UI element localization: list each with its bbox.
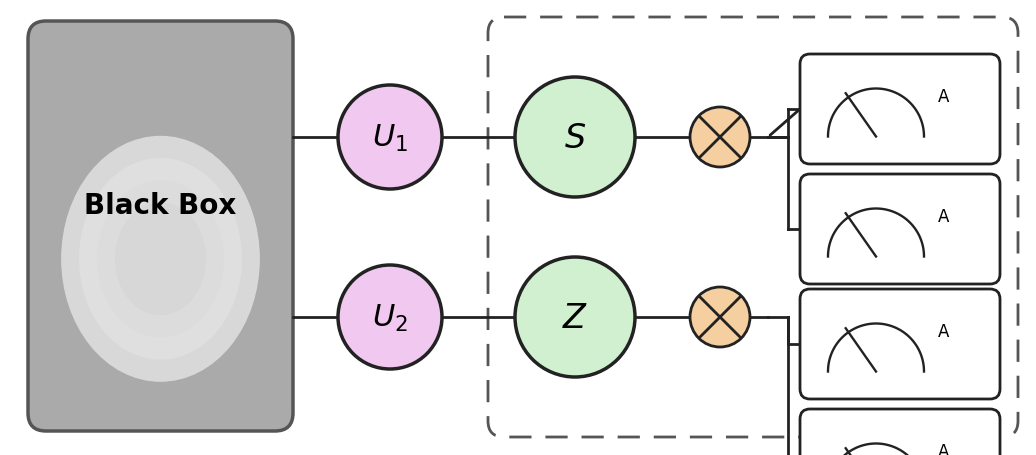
- Circle shape: [515, 78, 635, 197]
- Text: $Z$: $Z$: [562, 301, 588, 334]
- Text: $U_2$: $U_2$: [372, 302, 408, 333]
- Text: A: A: [939, 207, 950, 225]
- FancyBboxPatch shape: [800, 409, 1000, 455]
- Text: A: A: [939, 322, 950, 340]
- Text: A: A: [939, 442, 950, 455]
- FancyBboxPatch shape: [28, 22, 293, 431]
- Text: Black Box: Black Box: [84, 192, 236, 220]
- Text: $U_1$: $U_1$: [372, 122, 408, 153]
- Text: A: A: [939, 88, 950, 106]
- Text: $S$: $S$: [564, 121, 586, 154]
- Circle shape: [338, 265, 442, 369]
- FancyBboxPatch shape: [800, 175, 1000, 284]
- Ellipse shape: [79, 159, 242, 360]
- Ellipse shape: [97, 181, 224, 338]
- FancyBboxPatch shape: [800, 55, 1000, 165]
- Circle shape: [690, 288, 750, 347]
- Ellipse shape: [115, 203, 206, 316]
- FancyBboxPatch shape: [800, 289, 1000, 399]
- Circle shape: [690, 108, 750, 167]
- Circle shape: [515, 258, 635, 377]
- Ellipse shape: [61, 136, 260, 382]
- Circle shape: [338, 86, 442, 190]
